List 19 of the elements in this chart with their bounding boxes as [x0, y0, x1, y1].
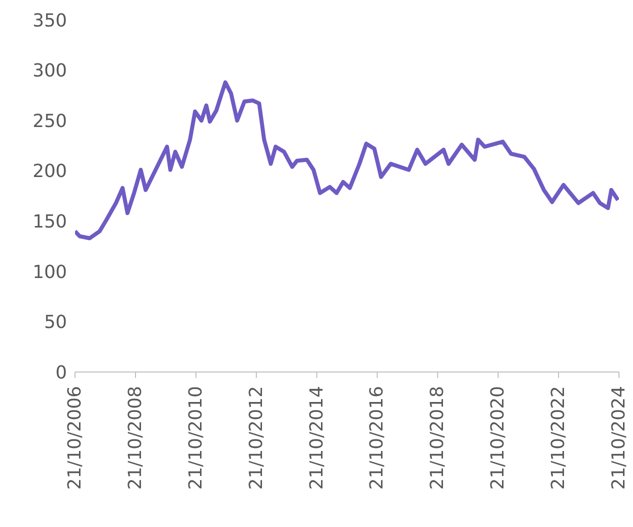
y-tick-label: 100: [32, 262, 67, 283]
x-tick-label: 21/10/2008: [124, 386, 146, 490]
y-tick-label: 350: [32, 10, 67, 32]
y-tick-label: 250: [32, 110, 67, 132]
x-tick-label: 21/10/2014: [306, 386, 328, 490]
x-tick-label: 21/10/2018: [427, 386, 448, 490]
y-tick-label: 300: [32, 60, 67, 82]
y-tick-label: 0: [56, 362, 67, 384]
x-tick-label: 21/10/2010: [185, 386, 206, 490]
y-tick-label: 150: [32, 212, 67, 233]
x-tick-label: 21/10/2012: [246, 386, 267, 490]
y-tick-label: 50: [44, 312, 67, 334]
x-tick-label: 21/10/2016: [366, 386, 388, 490]
x-tick-label: 21/10/2022: [548, 386, 570, 490]
line-series: [75, 80, 619, 240]
x-tick-label: 21/10/2024: [608, 386, 630, 490]
y-tick-label: 200: [32, 161, 67, 182]
x-tick-label: 21/10/2020: [488, 386, 509, 490]
x-tick-label: 21/10/2006: [64, 386, 86, 490]
